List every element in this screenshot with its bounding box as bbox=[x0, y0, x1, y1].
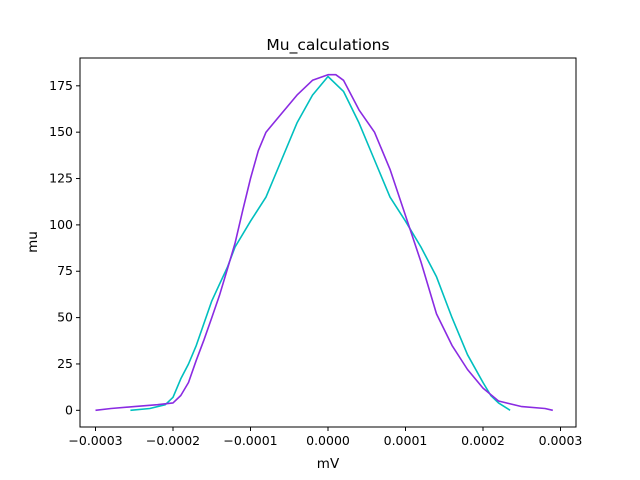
y-tick-label: 0 bbox=[65, 402, 73, 417]
x-axis-title: mV bbox=[317, 456, 340, 472]
series-line-1 bbox=[130, 75, 511, 412]
x-tick-label: 0.0002 bbox=[461, 433, 505, 448]
y-axis: 0 25 50 75 100 125 150 175 bbox=[49, 78, 80, 417]
y-tick-label: 25 bbox=[57, 356, 73, 371]
y-tick-label: 50 bbox=[57, 310, 73, 325]
series-layer bbox=[95, 73, 553, 412]
x-tick-label: 0.0001 bbox=[384, 433, 428, 448]
x-tick-label: 0.0000 bbox=[306, 433, 350, 448]
x-tick-label: −0.0002 bbox=[146, 433, 200, 448]
x-tick-label: 0.0003 bbox=[539, 433, 583, 448]
chart-title: Mu_calculations bbox=[266, 36, 389, 55]
x-tick-label: −0.0003 bbox=[68, 433, 122, 448]
y-tick-label: 175 bbox=[49, 78, 73, 93]
x-tick-label: −0.0001 bbox=[223, 433, 277, 448]
y-tick-label: 100 bbox=[49, 217, 73, 232]
y-tick-label: 125 bbox=[49, 171, 73, 186]
x-axis: −0.0003 −0.0002 −0.0001 0.0000 0.0001 0.0002 0… bbox=[68, 427, 582, 448]
y-tick-label: 75 bbox=[57, 263, 73, 278]
y-tick-label: 150 bbox=[49, 124, 73, 139]
y-axis-title: mu bbox=[25, 231, 41, 253]
series-line-2 bbox=[95, 73, 553, 412]
